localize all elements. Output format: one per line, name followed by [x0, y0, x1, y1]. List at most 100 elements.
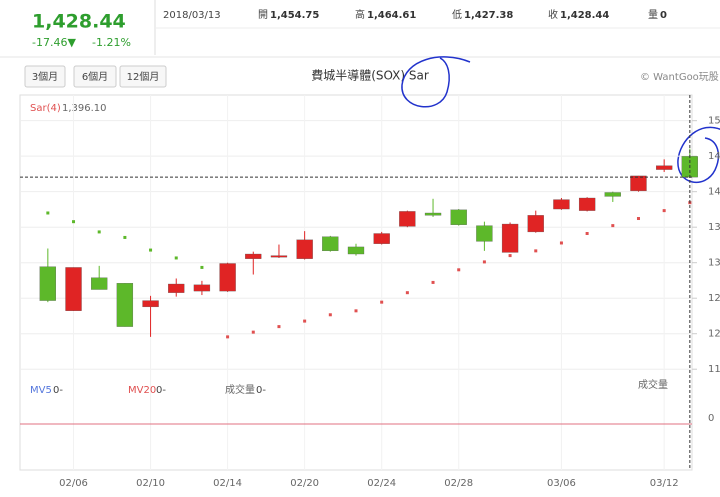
candle-body	[193, 284, 211, 292]
field-label: 低	[452, 8, 462, 21]
x-tick-label: 02/28	[444, 478, 473, 489]
copyright: © WantGoo玩股	[640, 71, 719, 83]
field-label: 高	[355, 8, 365, 21]
sar-dot	[149, 248, 153, 252]
candle-body	[39, 266, 56, 301]
candle-body	[476, 225, 493, 242]
field-label: 開	[258, 9, 268, 21]
y-tick-label: 1320	[708, 258, 720, 269]
y-tick-label: 1500	[708, 116, 720, 127]
sar-dot	[482, 260, 486, 264]
button-label[interactable]: 3個月	[32, 70, 58, 83]
y-tick-label: 0	[708, 413, 714, 424]
sar-dot	[405, 291, 409, 295]
x-tick-label: 02/14	[213, 478, 242, 489]
y-tick-label: 1455	[708, 151, 720, 162]
sar-name: Sar(4)	[30, 103, 61, 114]
candle-body	[219, 263, 236, 292]
sar-dot	[508, 254, 512, 258]
candle-body	[501, 223, 519, 253]
sar-dot	[303, 319, 307, 323]
sar-dot	[534, 249, 538, 253]
candle-body	[296, 239, 313, 259]
y-tick-label: 1230	[708, 329, 720, 340]
panel-label: 成交量	[638, 378, 668, 391]
candle-body	[578, 197, 596, 211]
annotation	[677, 126, 720, 184]
price: 1,428.44	[32, 11, 126, 33]
y-tick-label: 1185	[708, 364, 720, 375]
sar-dot	[431, 280, 435, 284]
button-label[interactable]: 6個月	[82, 70, 108, 83]
legend-name: 成交量	[225, 383, 255, 396]
change: -17.46▼	[32, 36, 76, 49]
legend-value: 0-	[156, 385, 166, 396]
sar-dot	[457, 268, 461, 272]
candle-body	[656, 165, 673, 170]
x-tick-label: 02/10	[136, 478, 165, 489]
candle-body	[399, 211, 416, 227]
date: 2018/03/13	[163, 10, 221, 21]
candle-body	[168, 283, 185, 293]
sar-dot	[123, 235, 127, 239]
candle-body	[373, 233, 390, 244]
candle-body	[630, 175, 647, 192]
sar-dot	[354, 309, 358, 313]
candle-body	[604, 192, 621, 197]
sar-dot	[636, 217, 640, 221]
sar-dot	[585, 232, 589, 236]
candle-body	[116, 283, 134, 327]
sar-dot	[174, 256, 178, 260]
candle-body	[65, 267, 82, 311]
y-tick-label: 1365	[708, 222, 720, 233]
x-tick-label: 02/20	[290, 478, 319, 489]
sar-dot	[277, 325, 281, 329]
sar-dot	[200, 265, 204, 269]
sar-dot	[251, 330, 255, 334]
y-tick-label: 1275	[708, 293, 720, 304]
field-value: 1,464.61	[367, 10, 416, 21]
x-tick-label: 02/06	[59, 478, 88, 489]
sar-dot	[328, 313, 332, 317]
candle-body	[424, 212, 442, 216]
sar-dot	[46, 211, 50, 215]
candle-body	[270, 255, 288, 258]
plot-frame	[19, 94, 693, 471]
sar-value: 1,396.10	[62, 103, 107, 114]
candle-body	[245, 253, 262, 259]
sar-dot	[226, 335, 230, 339]
annotation	[401, 56, 471, 108]
field-label: 量	[648, 9, 658, 21]
chart-title: 費城半導體(SOX) Sar	[311, 68, 429, 83]
button[interactable]	[119, 65, 167, 88]
sar-dot	[662, 209, 666, 213]
sar-dot	[380, 300, 384, 304]
legend-value: 0-	[256, 385, 266, 396]
candle-body	[347, 246, 365, 255]
sar-dot	[559, 241, 563, 245]
button-label[interactable]: 12個月	[127, 70, 160, 83]
field-value: 1,427.38	[464, 10, 513, 21]
candle-body	[450, 209, 467, 225]
legend-name: MV5	[30, 385, 52, 396]
y-tick-label: 1410	[708, 187, 720, 198]
sar-dot	[72, 220, 76, 224]
button[interactable]	[73, 65, 117, 88]
candle-body	[527, 215, 544, 233]
button[interactable]	[24, 65, 66, 88]
field-value: 1,454.75	[270, 10, 319, 21]
sar-dot	[611, 224, 615, 228]
x-tick-label: 03/12	[650, 478, 679, 489]
field-label: 收	[548, 8, 558, 21]
x-tick-label: 02/24	[367, 478, 396, 489]
sar-dot	[97, 230, 101, 234]
candle-body	[553, 199, 570, 210]
candle-body	[322, 236, 339, 252]
candle-body	[91, 277, 108, 290]
field-value: 0	[660, 10, 667, 21]
x-tick-label: 03/06	[547, 478, 576, 489]
legend-name: MV20	[128, 385, 156, 396]
percent: -1.21%	[92, 36, 131, 49]
